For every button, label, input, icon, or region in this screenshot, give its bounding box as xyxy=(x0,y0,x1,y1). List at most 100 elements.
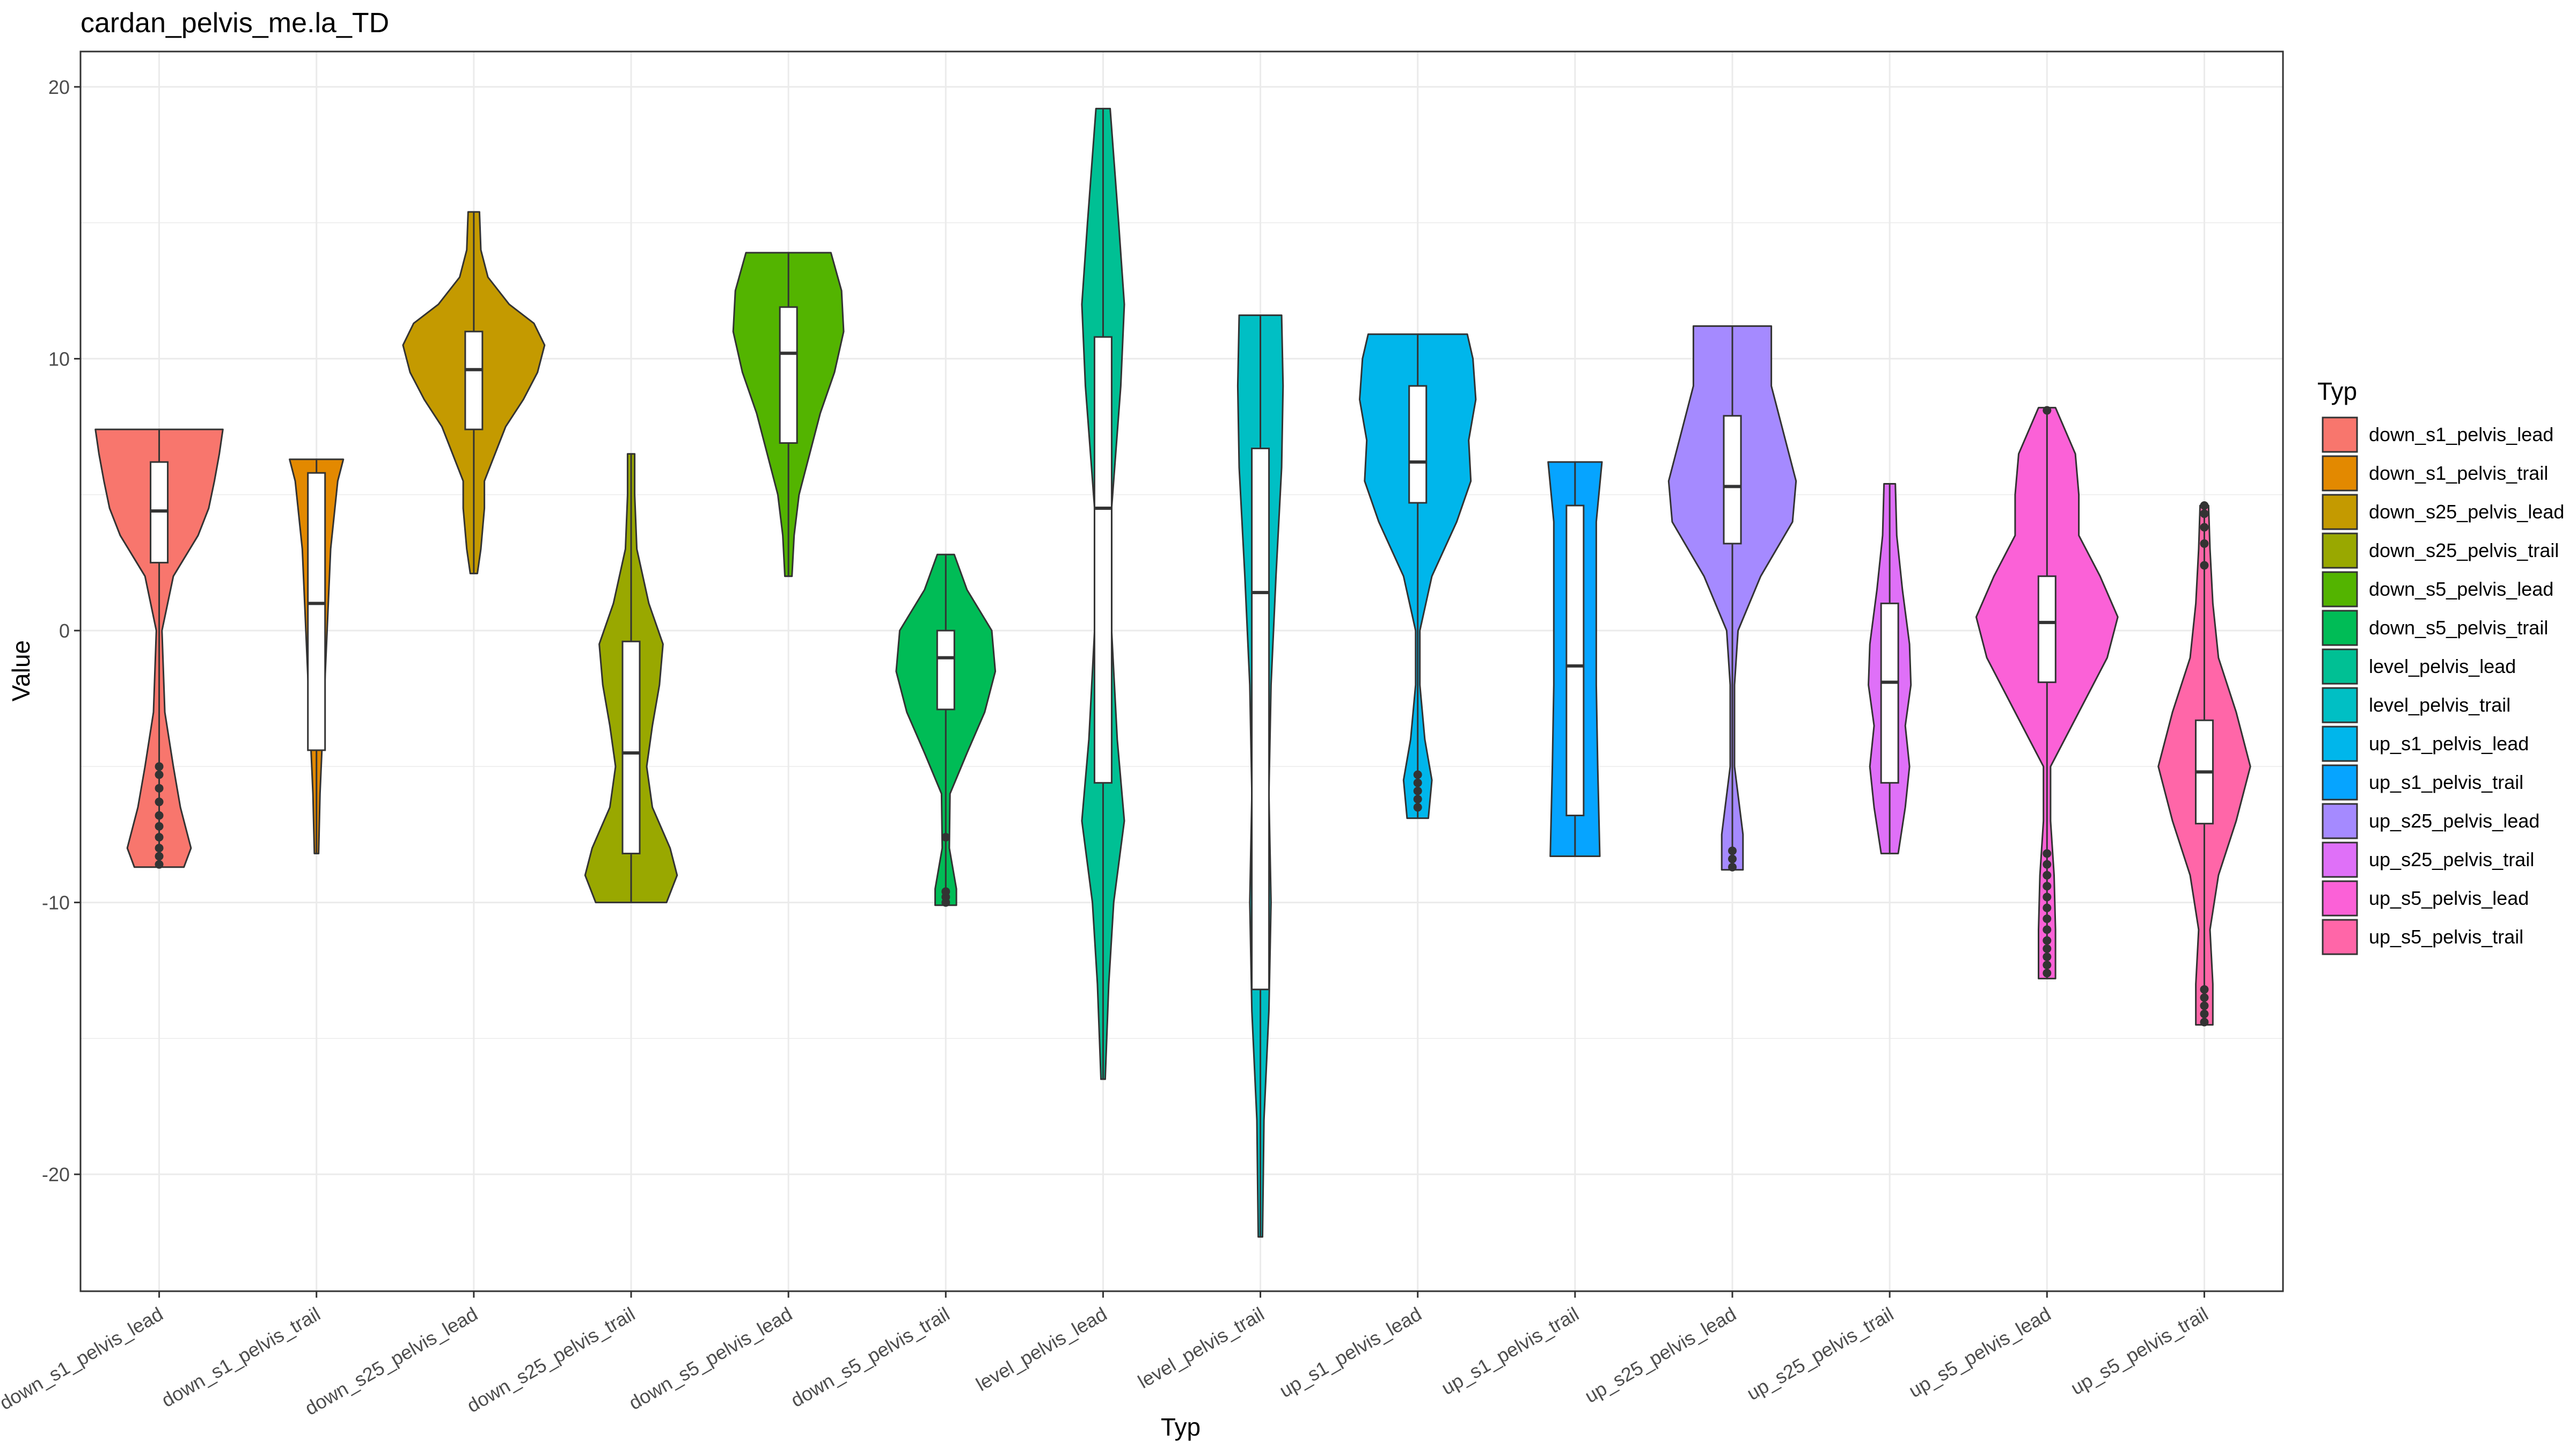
legend-key xyxy=(2322,764,2358,801)
violin-down_s1_pelvis_lead xyxy=(94,428,224,869)
outlier-point xyxy=(1413,770,1422,779)
x-tick-label: down_s1_pelvis_lead xyxy=(0,1302,167,1414)
legend-item-level_pelvis_lead: level_pelvis_lead xyxy=(2322,648,2516,685)
outlier-point xyxy=(2043,936,2052,945)
outlier-point xyxy=(2043,944,2052,953)
box xyxy=(1565,504,1585,816)
legend-label: down_s25_pelvis_lead xyxy=(2369,501,2564,523)
legend-item-up_s1_pelvis_lead: up_s1_pelvis_lead xyxy=(2322,726,2529,762)
outlier-point xyxy=(2200,509,2209,518)
y-tick-label: 0 xyxy=(59,620,70,642)
violins xyxy=(79,50,2284,1292)
x-tick-label: up_s5_pelvis_trail xyxy=(2067,1302,2212,1399)
legend-label: down_s5_pelvis_lead xyxy=(2369,578,2553,600)
legend-label: down_s5_pelvis_trail xyxy=(2369,617,2548,639)
violin-up_s1_pelvis_lead xyxy=(1359,333,1477,819)
outlier-point xyxy=(2043,870,2052,880)
outlier-point xyxy=(2200,1018,2209,1027)
legend-label: up_s5_pelvis_lead xyxy=(2369,887,2529,909)
x-tick-label: up_s25_pelvis_trail xyxy=(1743,1302,1897,1404)
outlier-point xyxy=(155,844,164,853)
x-tick-label: up_s1_pelvis_lead xyxy=(1276,1302,1425,1402)
legend-key xyxy=(2322,687,2358,723)
legend-key xyxy=(2322,803,2358,839)
legend-key xyxy=(2322,880,2358,917)
legend-item-down_s5_pelvis_trail: down_s5_pelvis_trail xyxy=(2322,610,2548,646)
x-tick-label: down_s5_pelvis_lead xyxy=(625,1302,796,1414)
outlier-point xyxy=(155,852,164,861)
violin-up_s1_pelvis_trail xyxy=(1547,461,1603,857)
box xyxy=(621,640,641,854)
legend-key xyxy=(2322,841,2358,878)
outlier-point xyxy=(1728,862,1737,872)
legend-key xyxy=(2322,648,2358,685)
legend-key xyxy=(2322,494,2358,530)
plot-background xyxy=(80,52,2283,1291)
legend-item-down_s1_pelvis_lead: down_s1_pelvis_lead xyxy=(2322,416,2553,453)
legend-item-up_s25_pelvis_trail: up_s25_pelvis_trail xyxy=(2322,841,2534,878)
y-tick-label: -10 xyxy=(42,892,70,914)
legend-item-down_s25_pelvis_trail: down_s25_pelvis_trail xyxy=(2322,532,2559,569)
outlier-point xyxy=(2043,860,2052,869)
legend-key xyxy=(2322,919,2358,955)
y-tick-label: -20 xyxy=(42,1163,70,1185)
x-tick-label: up_s1_pelvis_trail xyxy=(1438,1302,1583,1399)
violin-level_pelvis_lead xyxy=(1081,107,1125,1080)
legend-label: up_s5_pelvis_trail xyxy=(2369,926,2523,948)
legend-item-up_s25_pelvis_lead: up_s25_pelvis_lead xyxy=(2322,803,2540,839)
legend-label: down_s25_pelvis_trail xyxy=(2369,539,2559,561)
box xyxy=(1723,415,1742,545)
box xyxy=(1880,602,1899,784)
violin-up_s25_pelvis_lead xyxy=(1667,325,1797,872)
outlier-point xyxy=(2200,561,2209,570)
x-axis-title: Typ xyxy=(1161,1413,1201,1441)
x-tick-label: down_s25_pelvis_trail xyxy=(463,1302,639,1417)
outlier-point xyxy=(155,822,164,831)
violin-down_s25_pelvis_lead xyxy=(402,211,546,575)
outlier-point xyxy=(1728,854,1737,863)
outlier-point xyxy=(2043,952,2052,961)
x-tick-label: down_s1_pelvis_trail xyxy=(158,1302,324,1411)
outlier-point xyxy=(2200,523,2209,532)
outlier-point xyxy=(1413,795,1422,804)
violin-down_s1_pelvis_trail xyxy=(289,458,345,854)
box xyxy=(307,472,326,751)
box xyxy=(779,306,798,444)
y-tick-label: 20 xyxy=(48,76,70,98)
legend-label: up_s25_pelvis_lead xyxy=(2369,810,2540,832)
legend-key xyxy=(2322,571,2358,608)
outlier-point xyxy=(2200,985,2209,994)
outlier-point xyxy=(2043,969,2052,978)
legend-item-up_s5_pelvis_lead: up_s5_pelvis_lead xyxy=(2322,880,2529,917)
violin-up_s5_pelvis_trail xyxy=(2157,501,2251,1027)
legend-key xyxy=(2322,726,2358,762)
outlier-point xyxy=(2200,1009,2209,1019)
outlier-point xyxy=(1413,778,1422,787)
outlier-point xyxy=(2043,406,2052,415)
outlier-point xyxy=(2200,501,2209,510)
x-tick-label: down_s5_pelvis_trail xyxy=(787,1302,953,1411)
box xyxy=(1093,336,1113,784)
legend-label: down_s1_pelvis_trail xyxy=(2369,462,2548,484)
box xyxy=(2037,575,2057,683)
legend-label: down_s1_pelvis_lead xyxy=(2369,423,2553,445)
plot-border xyxy=(79,50,2284,1292)
box xyxy=(1251,448,1270,991)
outlier-point xyxy=(2043,925,2052,934)
outlier-point xyxy=(2200,539,2209,548)
y-axis-title: Value xyxy=(7,640,35,701)
outlier-point xyxy=(941,833,950,842)
outlier-point xyxy=(2043,882,2052,891)
box xyxy=(1408,385,1428,504)
legend-key xyxy=(2322,532,2358,569)
violin-down_s5_pelvis_lead xyxy=(732,252,845,577)
violin-up_s25_pelvis_trail xyxy=(1868,483,1912,854)
box xyxy=(936,630,955,711)
x-tick-label: up_s5_pelvis_lead xyxy=(1905,1302,2055,1402)
legend-item-down_s5_pelvis_lead: down_s5_pelvis_lead xyxy=(2322,571,2553,608)
legend: Typ down_s1_pelvis_lead down_s1_pelvis_tr… xyxy=(2317,377,2564,955)
outlier-point xyxy=(1413,803,1422,812)
outlier-point xyxy=(2043,849,2052,858)
legend-label: level_pelvis_lead xyxy=(2369,655,2516,677)
